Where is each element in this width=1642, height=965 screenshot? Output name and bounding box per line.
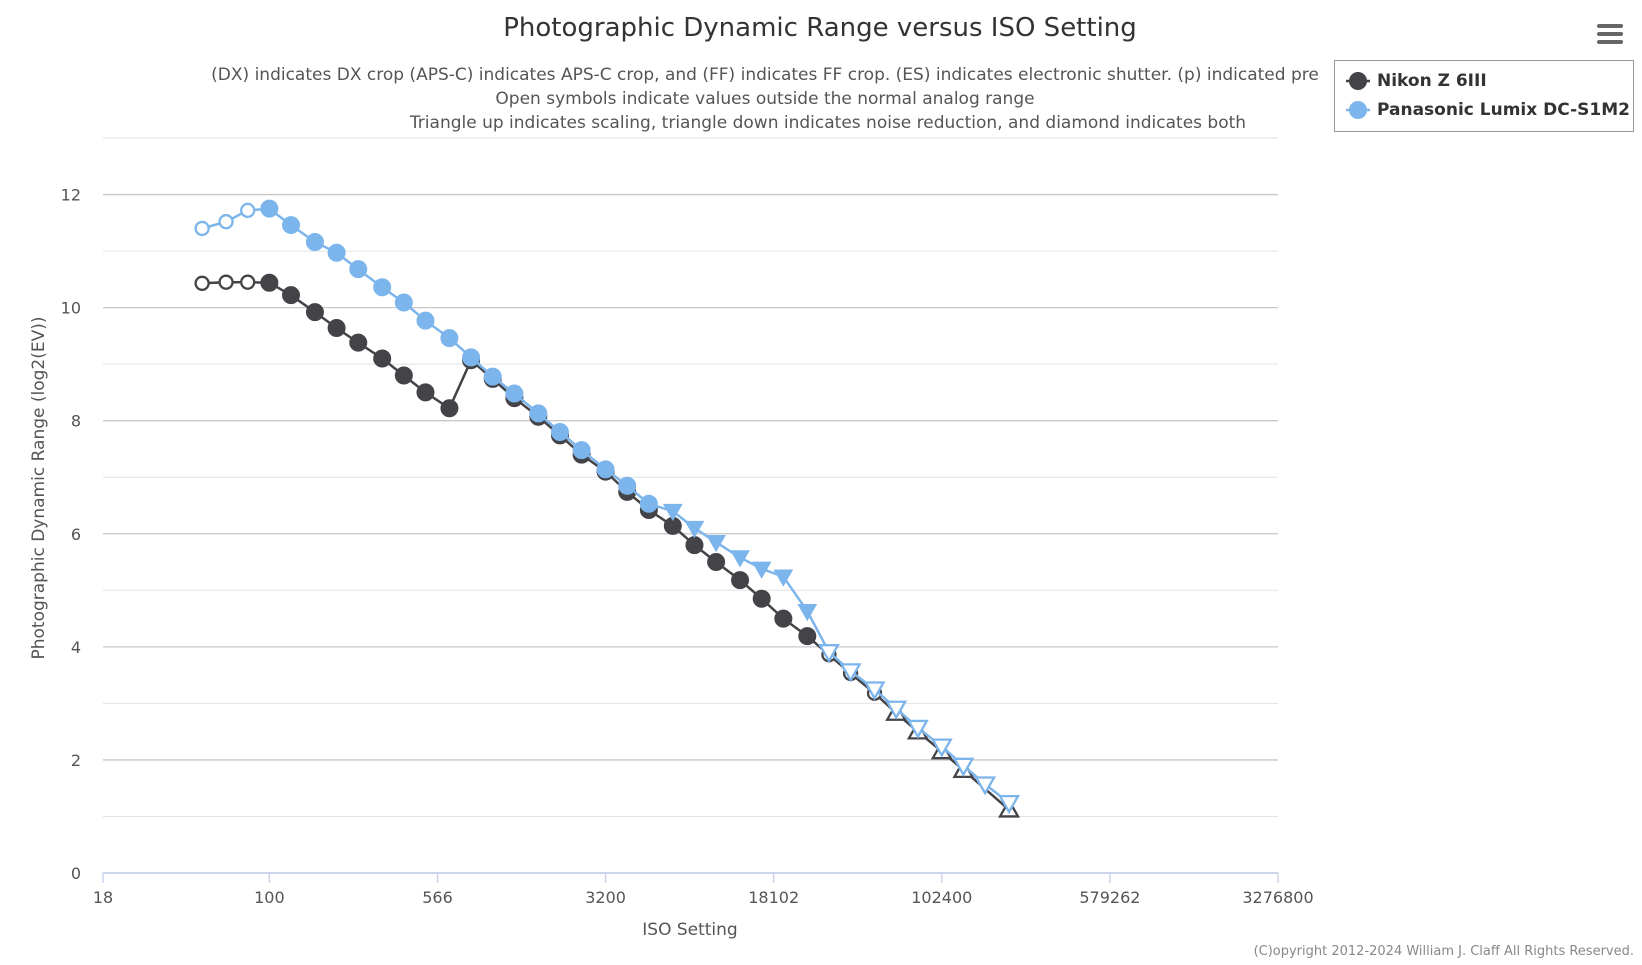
y-tick-label: 0 <box>71 864 81 883</box>
data-point-nikon <box>282 286 301 305</box>
data-point-panasonic <box>505 384 524 403</box>
data-point-panasonic <box>930 738 953 758</box>
chart-subtitle-line-3: Triangle up indicates scaling, triangle … <box>409 113 1246 133</box>
y-tick-label: 8 <box>71 412 81 431</box>
hamburger-menu-icon[interactable] <box>1594 20 1626 48</box>
data-point-nikon <box>440 399 459 418</box>
data-point-nikon <box>774 609 793 628</box>
data-point-panasonic <box>240 202 256 219</box>
data-point-panasonic <box>349 260 368 279</box>
y-tick-label: 2 <box>71 751 81 770</box>
data-point-panasonic <box>817 644 840 664</box>
series-panasonic <box>194 199 1021 815</box>
data-point-panasonic <box>462 348 481 367</box>
data-point-panasonic <box>885 700 908 720</box>
x-tick-label: 566 <box>422 888 453 907</box>
data-point-nikon <box>349 333 368 352</box>
legend-item-nikon[interactable]: Nikon Z 6III <box>1345 69 1487 93</box>
data-point-nikon <box>327 318 346 337</box>
data-point-nikon <box>218 274 234 290</box>
data-point-panasonic <box>974 776 997 796</box>
y-tick-label: 10 <box>61 299 81 318</box>
data-point-panasonic <box>639 494 658 513</box>
x-axis-label: ISO Setting <box>642 920 737 940</box>
data-point-panasonic <box>305 233 324 252</box>
x-tick-label: 18102 <box>748 888 799 907</box>
data-point-panasonic <box>373 278 392 297</box>
grid-layer <box>103 137 1278 817</box>
menu-bar-1 <box>1597 24 1623 28</box>
menu-bar-2 <box>1597 32 1623 36</box>
data-point-panasonic <box>618 476 637 495</box>
x-tick-label: 3200 <box>585 888 626 907</box>
x-tick-label: 100 <box>254 888 285 907</box>
chart-subtitle-line-1: (DX) indicates DX crop (APS-C) indicates… <box>211 65 1319 85</box>
data-point-panasonic <box>730 550 750 568</box>
x-tick-label: 579262 <box>1079 888 1140 907</box>
legend-marker-nikon <box>1346 72 1370 90</box>
data-point-panasonic <box>440 329 459 348</box>
data-point-panasonic <box>706 535 726 553</box>
series-nikon <box>194 273 1021 818</box>
copyright-text: (C)opyright 2012-2024 William J. Claff A… <box>1253 944 1634 959</box>
x-tick-label: 3276800 <box>1242 888 1313 907</box>
data-point-panasonic <box>751 561 772 579</box>
data-point-panasonic <box>327 243 346 262</box>
data-point-panasonic <box>998 794 1021 815</box>
data-point-panasonic <box>394 293 413 312</box>
series-line-panasonic <box>201 207 1010 804</box>
chart-title: Photographic Dynamic Range versus ISO Se… <box>503 13 1137 43</box>
data-point-panasonic <box>839 663 862 683</box>
data-point-panasonic <box>260 199 279 218</box>
data-point-nikon <box>394 366 413 385</box>
data-point-panasonic <box>684 520 705 539</box>
data-point-nikon <box>194 275 210 291</box>
data-point-panasonic <box>797 603 818 622</box>
y-tick-label: 4 <box>71 638 81 657</box>
data-point-panasonic <box>906 719 929 740</box>
y-tick-label: 6 <box>71 525 81 544</box>
chart-subtitle-line-2: Open symbols indicate values outside the… <box>495 89 1034 109</box>
data-point-nikon <box>798 627 817 646</box>
x-tick-label: 18 <box>93 888 113 907</box>
data-point-nikon <box>240 274 256 290</box>
data-point-panasonic <box>282 216 301 235</box>
data-point-nikon <box>305 303 324 322</box>
data-point-panasonic <box>952 757 975 777</box>
y-tick-label: 12 <box>61 186 81 205</box>
data-point-panasonic <box>662 503 683 522</box>
legend-label-panasonic: Panasonic Lumix DC-S1M2 <box>1377 100 1630 120</box>
data-point-panasonic <box>550 423 569 441</box>
data-point-nikon <box>416 383 435 402</box>
y-axis-label: Photographic Dynamic Range (log2(EV)) <box>29 316 49 659</box>
axis-layer: 0 2 4 6 8 10 12 18 100 566 3200 18102 102400 579262 32… <box>61 186 1314 907</box>
legend-label-nikon: Nikon Z 6III <box>1377 71 1487 91</box>
data-point-nikon <box>731 571 750 590</box>
legend-marker-panasonic <box>1346 101 1370 119</box>
menu-bar-3 <box>1597 40 1623 44</box>
data-point-nikon <box>373 349 392 368</box>
legend-item-panasonic[interactable]: Panasonic Lumix DC-S1M2 <box>1345 98 1630 122</box>
data-point-panasonic <box>194 220 210 237</box>
data-point-panasonic <box>596 460 615 479</box>
data-point-nikon <box>752 589 771 608</box>
data-point-panasonic <box>218 214 234 230</box>
data-point-nikon <box>685 536 704 555</box>
data-point-panasonic <box>416 311 435 330</box>
series-line-nikon <box>202 280 1010 811</box>
data-point-panasonic <box>483 367 502 386</box>
data-point-nikon <box>260 273 279 292</box>
data-point-nikon <box>707 553 726 572</box>
data-point-panasonic <box>863 681 886 701</box>
data-point-panasonic <box>529 404 548 423</box>
legend: Nikon Z 6III Panasonic Lumix DC-S1M2 <box>1334 60 1634 132</box>
x-tick-label: 102400 <box>911 888 972 907</box>
series-layer <box>194 199 1021 818</box>
data-point-panasonic <box>572 441 591 460</box>
data-point-panasonic <box>773 569 794 587</box>
